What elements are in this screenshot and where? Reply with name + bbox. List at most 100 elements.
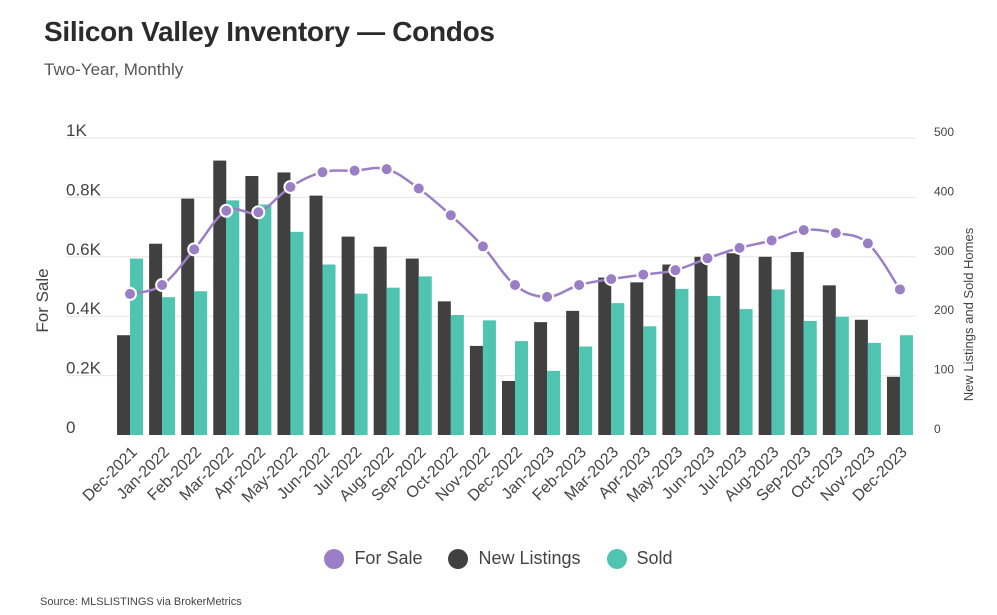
bar-sold — [290, 231, 304, 435]
point-for-sale — [732, 240, 747, 255]
bar-new-listings — [534, 322, 548, 435]
y-left-tick-label: 0.6K — [66, 240, 102, 259]
bar-sold — [867, 342, 881, 435]
line-series — [123, 162, 907, 304]
point-for-sale — [155, 278, 170, 293]
bar-new-listings — [822, 285, 836, 435]
point-for-sale — [283, 180, 298, 195]
bar-sold — [579, 346, 593, 435]
point-for-sale — [443, 208, 458, 223]
bar-new-listings — [566, 310, 580, 435]
bar-sold — [322, 264, 336, 435]
bar-sold — [418, 276, 432, 435]
legend-swatch-sold — [606, 548, 627, 569]
point-for-sale — [796, 223, 811, 238]
point-for-sale — [379, 162, 394, 177]
chart-title: Silicon Valley Inventory — Condos — [44, 16, 495, 47]
bar-sold — [611, 303, 625, 435]
bar-sold — [835, 316, 849, 435]
bar-new-listings — [854, 319, 868, 435]
point-for-sale — [572, 278, 587, 293]
bar-new-listings — [341, 236, 355, 435]
point-for-sale — [828, 226, 843, 241]
bar-new-listings — [630, 282, 644, 435]
bar-series — [117, 160, 913, 436]
point-for-sale — [475, 239, 490, 254]
y-left-tick-label: 0 — [66, 418, 75, 437]
bar-sold — [515, 341, 528, 435]
y-right-axis-title: New Listings and Sold Homes — [961, 227, 976, 401]
bar-new-listings — [437, 301, 451, 435]
bar-new-listings — [149, 243, 163, 435]
y-left-tick-label: 0.4K — [66, 299, 102, 318]
bar-sold — [258, 204, 272, 435]
point-for-sale — [668, 263, 683, 278]
legend-item-for-sale[interactable]: For Sale — [324, 548, 422, 569]
point-for-sale — [700, 251, 715, 266]
legend-label-for-sale: For Sale — [354, 548, 423, 568]
y-right-tick-label: 500 — [934, 125, 954, 139]
point-for-sale — [123, 286, 138, 301]
bar-sold — [771, 289, 785, 435]
bar-new-listings — [373, 246, 387, 435]
legend-swatch-for-sale — [324, 548, 345, 569]
bar-new-listings — [886, 376, 900, 435]
bar-new-listings — [694, 256, 708, 435]
chart-subtitle: Two-Year, Monthly — [44, 60, 184, 79]
bar-sold — [226, 200, 240, 435]
bar-sold — [162, 297, 176, 435]
bar-sold — [450, 315, 464, 435]
point-for-sale — [764, 233, 779, 248]
bar-new-listings — [662, 264, 676, 435]
y-left-axis-title: For Sale — [33, 268, 52, 332]
chart-legend: For Sale New Listings Sold — [0, 548, 997, 569]
bar-sold — [482, 320, 496, 435]
legend-item-new-listings[interactable]: New Listings — [448, 548, 581, 569]
bar-new-listings — [405, 258, 419, 435]
bar-sold — [899, 335, 913, 435]
y-right-tick-label: 200 — [934, 303, 954, 317]
legend-item-sold[interactable]: Sold — [606, 548, 673, 569]
legend-swatch-new-listings — [448, 548, 469, 569]
legend-label-new-listings: New Listings — [478, 548, 581, 568]
bar-new-listings — [502, 380, 515, 435]
point-for-sale — [187, 242, 202, 257]
point-for-sale — [347, 163, 362, 178]
bar-sold — [386, 287, 400, 435]
bar-new-listings — [181, 198, 195, 435]
point-for-sale — [251, 205, 266, 220]
bar-new-listings — [117, 335, 131, 435]
y-left-tick-label: 0.8K — [66, 180, 102, 199]
bar-sold — [130, 258, 144, 435]
point-for-sale — [604, 272, 619, 287]
y-right-tick-label: 300 — [934, 244, 954, 258]
source-note: Source: MLSLISTINGS via BrokerMetrics — [40, 596, 242, 608]
legend-label-sold: Sold — [636, 548, 673, 568]
bar-sold — [547, 370, 561, 435]
bar-new-listings — [726, 253, 740, 435]
bar-sold — [675, 288, 689, 435]
bar-sold — [643, 326, 657, 435]
bar-new-listings — [469, 345, 483, 435]
bar-sold — [803, 320, 817, 435]
y-right-tick-label: 400 — [934, 184, 954, 198]
bar-new-listings — [598, 277, 612, 435]
y-left-tick-label: 0.2K — [66, 359, 102, 378]
y-right-tick-label: 100 — [934, 363, 954, 377]
bar-sold — [707, 296, 721, 435]
bar-sold — [194, 291, 208, 435]
bar-new-listings — [213, 160, 227, 435]
point-for-sale — [411, 181, 426, 196]
bar-sold — [739, 309, 753, 435]
point-for-sale — [219, 203, 234, 218]
bar-sold — [354, 293, 368, 435]
bar-new-listings — [790, 252, 804, 435]
point-for-sale — [892, 282, 907, 297]
point-for-sale — [315, 165, 330, 180]
point-for-sale — [508, 278, 522, 293]
bar-new-listings — [758, 256, 772, 435]
point-for-sale — [860, 236, 875, 251]
point-for-sale — [636, 267, 651, 282]
y-right-tick-label: 0 — [934, 422, 941, 436]
